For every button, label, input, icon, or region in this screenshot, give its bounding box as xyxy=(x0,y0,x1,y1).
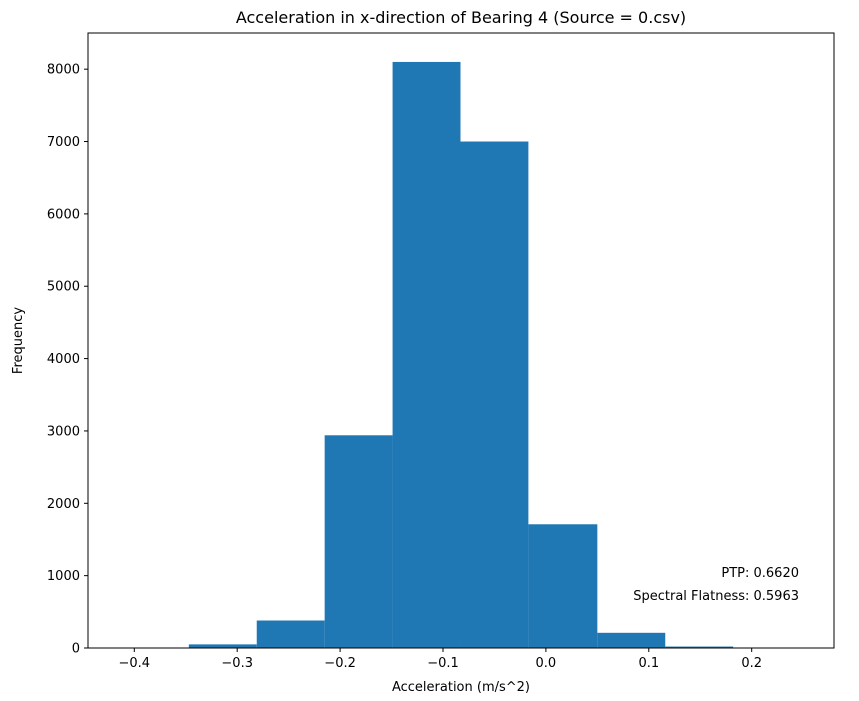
y-tick-label: 7000 xyxy=(47,135,80,150)
x-axis-ticks: −0.4 −0.3 −0.2 −0.1 0.0 0.1 0.2 xyxy=(119,648,762,671)
bars-group xyxy=(119,61,802,649)
histogram-bar xyxy=(256,620,325,648)
x-tick-label: 0.0 xyxy=(536,656,557,671)
histogram-bar xyxy=(392,61,461,649)
x-tick-label: 0.2 xyxy=(741,656,762,671)
x-tick-label: −0.3 xyxy=(221,656,253,671)
y-tick-label: 8000 xyxy=(47,63,80,78)
histogram-bar xyxy=(528,524,598,648)
x-tick-label: 0.1 xyxy=(638,656,659,671)
histogram-bar xyxy=(665,646,734,648)
x-tick-label: −0.1 xyxy=(427,656,459,671)
ptp-annotation: PTP: 0.6620 xyxy=(721,566,799,581)
y-axis-ticks: 0 1000 2000 3000 4000 5000 6000 7000 8000 xyxy=(47,63,88,657)
histogram-bar xyxy=(188,644,257,648)
y-tick-label: 4000 xyxy=(47,352,80,367)
spectral-flatness-annotation: Spectral Flatness: 0.5963 xyxy=(633,589,799,604)
histogram-bar xyxy=(460,141,529,648)
x-tick-label: −0.2 xyxy=(324,656,356,671)
plot-frame xyxy=(87,32,835,649)
y-tick-label: 6000 xyxy=(47,207,80,222)
histogram-bar xyxy=(597,632,666,648)
y-tick-label: 0 xyxy=(72,642,80,657)
histogram-bar xyxy=(324,435,393,648)
y-tick-label: 3000 xyxy=(47,424,80,439)
x-tick-label: −0.4 xyxy=(119,656,151,671)
x-axis-label: Acceleration (m/s^2) xyxy=(392,680,530,695)
y-axis-label: Frequency xyxy=(11,307,26,374)
y-tick-label: 5000 xyxy=(47,280,80,295)
y-tick-label: 1000 xyxy=(47,569,80,584)
chart-title: Acceleration in x-direction of Bearing 4… xyxy=(236,8,686,27)
y-tick-label: 2000 xyxy=(47,497,80,512)
